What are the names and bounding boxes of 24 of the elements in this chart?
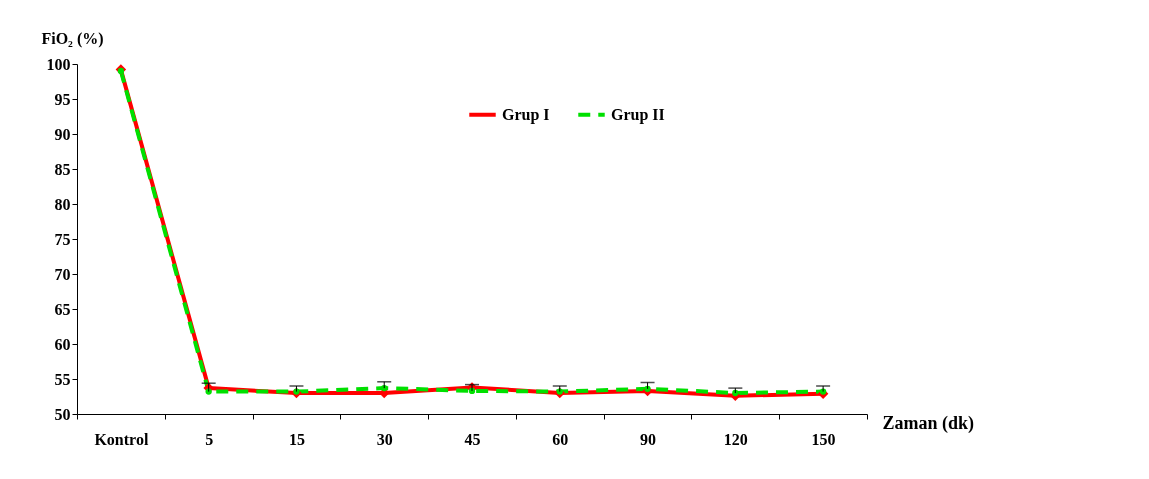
y-tick-label: 50 bbox=[54, 405, 71, 423]
y-tick-label: 70 bbox=[54, 265, 71, 283]
x-tick-label: 120 bbox=[723, 430, 748, 448]
legend-label: Grup II bbox=[611, 105, 665, 124]
y-axis-title: FiO₂ (%) bbox=[41, 29, 104, 48]
x-tick-label: Kontrol bbox=[94, 430, 149, 448]
legend-label: Grup I bbox=[502, 105, 550, 124]
x-tick-label: 60 bbox=[552, 430, 569, 448]
y-tick-label: 80 bbox=[54, 195, 71, 213]
x-tick-label: 45 bbox=[464, 430, 481, 448]
x-tick-label: 5 bbox=[205, 430, 214, 448]
y-tick-label: 95 bbox=[54, 90, 71, 108]
x-axis-title: Zaman (dk) bbox=[882, 412, 975, 434]
x-tick-label: 30 bbox=[376, 430, 393, 448]
y-tick-label: 60 bbox=[54, 335, 71, 353]
x-tick-label: 150 bbox=[811, 430, 836, 448]
x-tick-label: 90 bbox=[640, 430, 657, 448]
y-tick-label: 55 bbox=[54, 370, 71, 388]
x-tick-label: 15 bbox=[288, 430, 305, 448]
y-tick-label: 85 bbox=[54, 160, 71, 178]
y-tick-label: 90 bbox=[54, 125, 71, 143]
y-tick-label: 75 bbox=[54, 230, 71, 248]
y-tick-label: 65 bbox=[54, 300, 71, 318]
y-tick-label: 100 bbox=[46, 55, 71, 73]
